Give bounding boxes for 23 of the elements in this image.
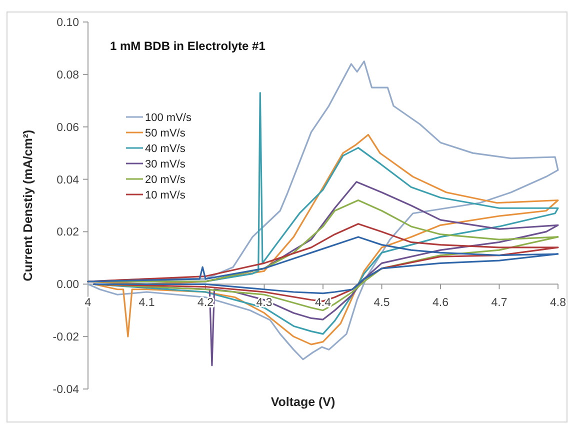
x-tick-label: 4.6 xyxy=(432,297,448,310)
y-tick-label: 0.08 xyxy=(56,69,79,82)
y-tick-label: -0.02 xyxy=(52,332,79,344)
legend-label: 20 mV/s xyxy=(145,174,186,186)
x-tick-label: 4.7 xyxy=(491,297,508,310)
y-tick-label: 0.06 xyxy=(56,122,79,134)
x-tick-label: 4.1 xyxy=(138,297,155,310)
legend-label: 10 mV/s xyxy=(145,189,186,202)
x-tick-label: 4 xyxy=(84,297,92,310)
y-axis-title: Current Denstiy (mA/cm²) xyxy=(21,130,35,282)
y-tick-label: 0.10 xyxy=(56,17,79,30)
y-tick-label: -0.04 xyxy=(52,384,80,396)
x-axis-title: Voltage (V) xyxy=(270,395,336,409)
legend-label: 30 mV/s xyxy=(145,158,186,170)
text: 1 mM BDB in Electrolyte #1 xyxy=(110,39,266,53)
y-tick-label: 0.00 xyxy=(56,279,79,292)
legend-label: 50 mV/s xyxy=(145,127,186,140)
x-tick-label: 4.5 xyxy=(374,297,390,310)
y-tick-label: 0.04 xyxy=(56,174,80,186)
legend-label: 40 mV/s xyxy=(145,142,186,155)
legend-label: 100 mV/s xyxy=(145,112,192,124)
y-tick-label: 0.02 xyxy=(56,226,79,239)
x-tick-label: 4.8 xyxy=(550,297,566,310)
